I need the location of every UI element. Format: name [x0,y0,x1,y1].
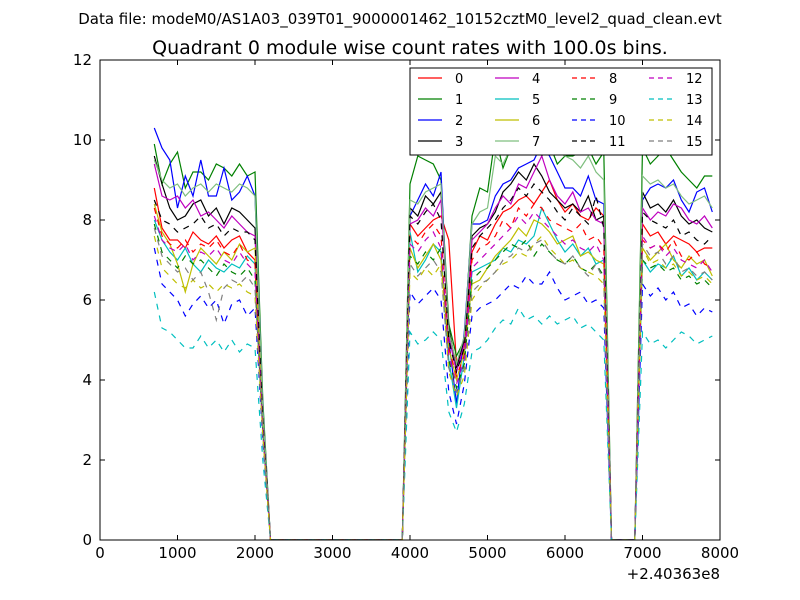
legend-label-4: 4 [532,72,540,87]
x-tick-label: 1000 [158,544,196,562]
y-tick-label: 10 [73,131,92,149]
legend-label-1: 1 [455,93,463,108]
y-tick-label: 8 [82,211,92,229]
legend-label-8: 8 [609,72,617,87]
series-7-line [153,97,713,540]
legend-label-7: 7 [532,135,540,150]
x-tick-label: 0 [95,544,105,562]
legend-label-9: 9 [609,93,617,108]
series-14-line [153,235,713,540]
legend-label-0: 0 [455,72,463,87]
plot-area: 0 1000 2000 3000 4000 5000 6000 7000 80000246810… [73,51,739,562]
series-11-line [153,183,713,540]
x-tick-label: 2000 [236,544,274,562]
series-2-line [153,127,713,540]
legend-label-10: 10 [609,114,626,129]
series-9-line [153,223,713,540]
legend-label-6: 6 [532,114,540,129]
series-8-line [153,203,713,540]
y-tick-label: 12 [73,51,92,69]
x-tick-label: 3000 [313,544,351,562]
y-tick-label: 6 [82,291,92,309]
legend-label-15: 15 [686,135,703,150]
legend-label-13: 13 [686,93,703,108]
legend-label-14: 14 [686,114,703,129]
axis-ticks: 0 1000 2000 3000 4000 5000 6000 7000 80000246810… [73,51,739,562]
series-13-line [153,291,713,540]
x-offset-label: +2.40363e8 [627,565,720,583]
legend-label-11: 11 [609,135,626,150]
y-tick-label: 4 [82,371,92,389]
legend-label-12: 12 [686,72,703,87]
x-tick-label: 4000 [391,544,429,562]
suptitle: Data file: modeM0/AS1A03_039T01_90000014… [78,10,722,29]
legend-label-3: 3 [455,135,463,150]
series-layer [153,97,713,540]
x-tick-label: 5000 [468,544,506,562]
legend-label-2: 2 [455,114,463,129]
legend-label-5: 5 [532,93,540,108]
x-tick-label: 7000 [623,544,661,562]
y-tick-label: 0 [82,531,92,549]
chart-title: Quadrant 0 module wise count rates with … [152,37,668,59]
series-12-line [153,211,713,540]
x-tick-label: 8000 [701,544,739,562]
series-6-line [153,203,713,540]
x-tick-label: 6000 [546,544,584,562]
y-tick-label: 2 [82,451,92,469]
